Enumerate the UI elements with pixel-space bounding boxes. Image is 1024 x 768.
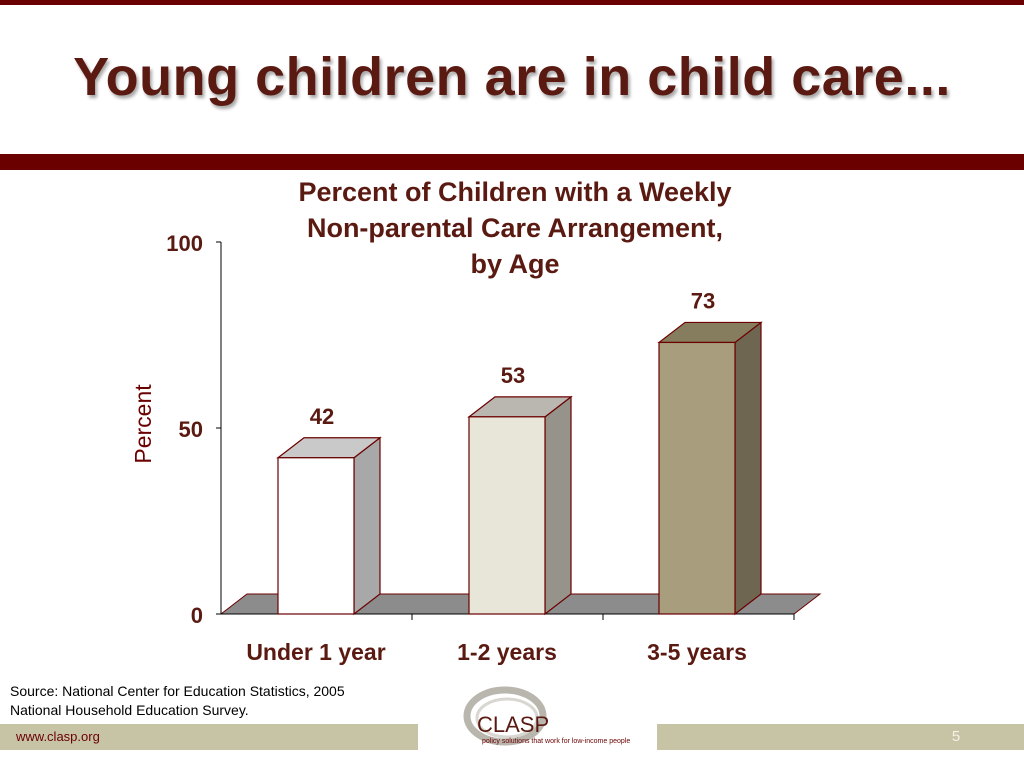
- source-note: Source: National Center for Education St…: [10, 682, 430, 720]
- category-label: 1-2 years: [457, 639, 557, 665]
- data-label: 73: [691, 288, 715, 313]
- logo-text: CLASP: [477, 712, 549, 737]
- chart-title-line-3: by Age: [470, 249, 560, 279]
- y-tick-label: 100: [166, 231, 203, 256]
- title-rule: [0, 154, 1024, 170]
- bar-1: [468, 416, 546, 615]
- footer-bar-right: [657, 724, 1024, 750]
- source-line-1: Source: National Center for Education St…: [10, 683, 345, 699]
- y-tick-label: 0: [191, 603, 203, 628]
- bar-chart: 0 50 100 Percent 42 Under 1 year 53 1-2 years 73…: [130, 231, 822, 665]
- bar-0: [277, 457, 355, 615]
- top-rule: [0, 0, 1024, 5]
- bar-side: [734, 321, 762, 616]
- bar-side: [353, 436, 381, 616]
- chart-title: Percent of Children with a Weekly Non-pa…: [230, 174, 800, 282]
- category-label: 3-5 years: [647, 639, 747, 665]
- slide-title: Young children are in child care...: [73, 47, 951, 107]
- data-label: 53: [501, 363, 525, 388]
- chart-title-line-2: Non-parental Care Arrangement,: [306, 213, 724, 243]
- bar-2: [658, 341, 736, 615]
- footer-bar-left: [0, 724, 418, 750]
- chart-title-line-1: Percent of Children with a Weekly: [298, 177, 732, 207]
- bar-side: [544, 395, 572, 616]
- y-axis-label: Percent: [130, 384, 156, 464]
- page-number: 5: [951, 728, 961, 745]
- footer-url-link[interactable]: www.clasp.org: [16, 729, 100, 744]
- clasp-logo-icon: CLASP: [463, 686, 549, 746]
- source-line-2: National Household Education Survey.: [10, 702, 249, 718]
- data-label: 42: [310, 404, 334, 429]
- y-tick-label: 50: [179, 417, 203, 442]
- category-label: Under 1 year: [246, 639, 385, 665]
- logo-tagline: policy solutions that work for low-incom…: [482, 738, 631, 745]
